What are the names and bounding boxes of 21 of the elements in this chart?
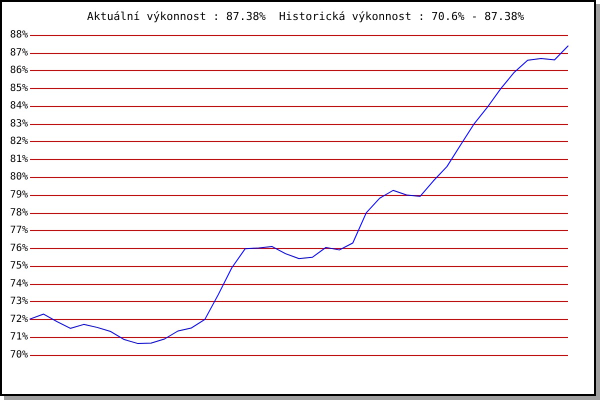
line-series: [30, 46, 568, 344]
y-tick-label: 85%: [10, 82, 28, 94]
y-tick-label: 77%: [10, 225, 28, 236]
y-tick-label: 74%: [10, 278, 28, 290]
y-tick-label: 72%: [10, 314, 28, 325]
y-tick-label: 83%: [10, 118, 28, 130]
y-tick-label: 88%: [10, 30, 28, 40]
y-tick-label: 75%: [10, 260, 28, 272]
y-tick-label: 71%: [10, 332, 28, 343]
y-tick-label: 79%: [10, 190, 28, 200]
y-tick-label: 81%: [10, 154, 28, 165]
y-tick-label: 78%: [10, 207, 28, 218]
y-tick-label: 70%: [10, 350, 28, 360]
y-tick-label: 82%: [10, 136, 28, 148]
y-tick-label: 87%: [10, 47, 28, 58]
y-tick-label: 73%: [10, 296, 28, 308]
y-tick-label: 86%: [10, 65, 28, 76]
y-tick-label: 84%: [10, 100, 28, 112]
y-tick-label: 80%: [10, 172, 28, 183]
y-tick-label: 76%: [10, 242, 28, 254]
chart-title: Aktuální výkonnost : 87.38% Historická výkonnost : 70.6% - 87.38%: [87, 10, 524, 23]
